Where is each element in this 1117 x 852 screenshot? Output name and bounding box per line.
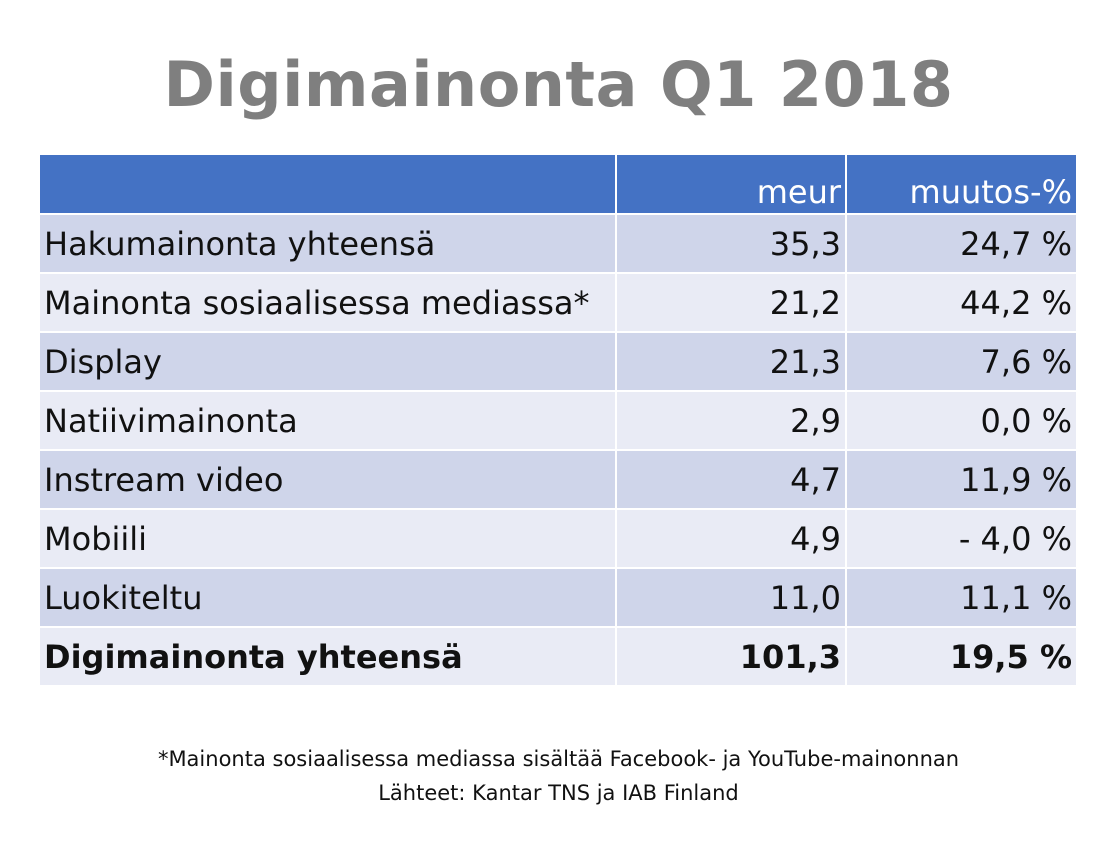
- table-row: Display 21,3 7,6 %: [38, 331, 1078, 392]
- row-meur: 2,9: [615, 390, 847, 451]
- row-change: 44,2 %: [845, 272, 1078, 333]
- row-label: Natiivimainonta: [38, 390, 617, 451]
- row-meur: 35,3: [615, 213, 847, 274]
- footnote: *Mainonta sosiaalisessa mediassa sisältä…: [0, 742, 1117, 810]
- row-change: 7,6 %: [845, 331, 1078, 392]
- total-change: 19,5 %: [845, 626, 1078, 687]
- row-meur: 4,7: [615, 449, 847, 510]
- table-row: Instream video 4,7 11,9 %: [38, 449, 1078, 510]
- row-meur: 11,0: [615, 567, 847, 628]
- table-row: Mainonta sosiaalisessa mediassa* 21,2 44…: [38, 272, 1078, 333]
- table-total-row: Digimainonta yhteensä 101,3 19,5 %: [38, 626, 1078, 687]
- row-label: Hakumainonta yhteensä: [38, 213, 617, 274]
- table-row: Hakumainonta yhteensä 35,3 24,7 %: [38, 213, 1078, 274]
- row-label: Display: [38, 331, 617, 392]
- footnote-social-media: *Mainonta sosiaalisessa mediassa sisältä…: [157, 747, 960, 771]
- footnote-sources: Lähteet: Kantar TNS ja IAB Finland: [378, 781, 739, 805]
- row-meur: 21,3: [615, 331, 847, 392]
- row-label: Instream video: [38, 449, 617, 510]
- header-cell-change: muutos-%: [845, 153, 1078, 215]
- total-label: Digimainonta yhteensä: [38, 626, 617, 687]
- row-change: - 4,0 %: [845, 508, 1078, 569]
- table-row: Luokiteltu 11,0 11,1 %: [38, 567, 1078, 628]
- row-change: 11,1 %: [845, 567, 1078, 628]
- row-change: 24,7 %: [845, 213, 1078, 274]
- table-header-row: meur muutos-%: [38, 153, 1078, 215]
- row-meur: 4,9: [615, 508, 847, 569]
- data-table: meur muutos-% Hakumainonta yhteensä 35,3…: [38, 153, 1078, 687]
- page-title: Digimainonta Q1 2018: [163, 48, 954, 121]
- row-label: Mainonta sosiaalisessa mediassa*: [38, 272, 617, 333]
- table-row: Mobiili 4,9 - 4,0 %: [38, 508, 1078, 569]
- total-meur: 101,3: [615, 626, 847, 687]
- header-cell-meur: meur: [615, 153, 847, 215]
- row-label: Luokiteltu: [38, 567, 617, 628]
- row-meur: 21,2: [615, 272, 847, 333]
- row-change: 0,0 %: [845, 390, 1078, 451]
- row-change: 11,9 %: [845, 449, 1078, 510]
- row-label: Mobiili: [38, 508, 617, 569]
- header-cell-category: [38, 153, 617, 215]
- table-row: Natiivimainonta 2,9 0,0 %: [38, 390, 1078, 451]
